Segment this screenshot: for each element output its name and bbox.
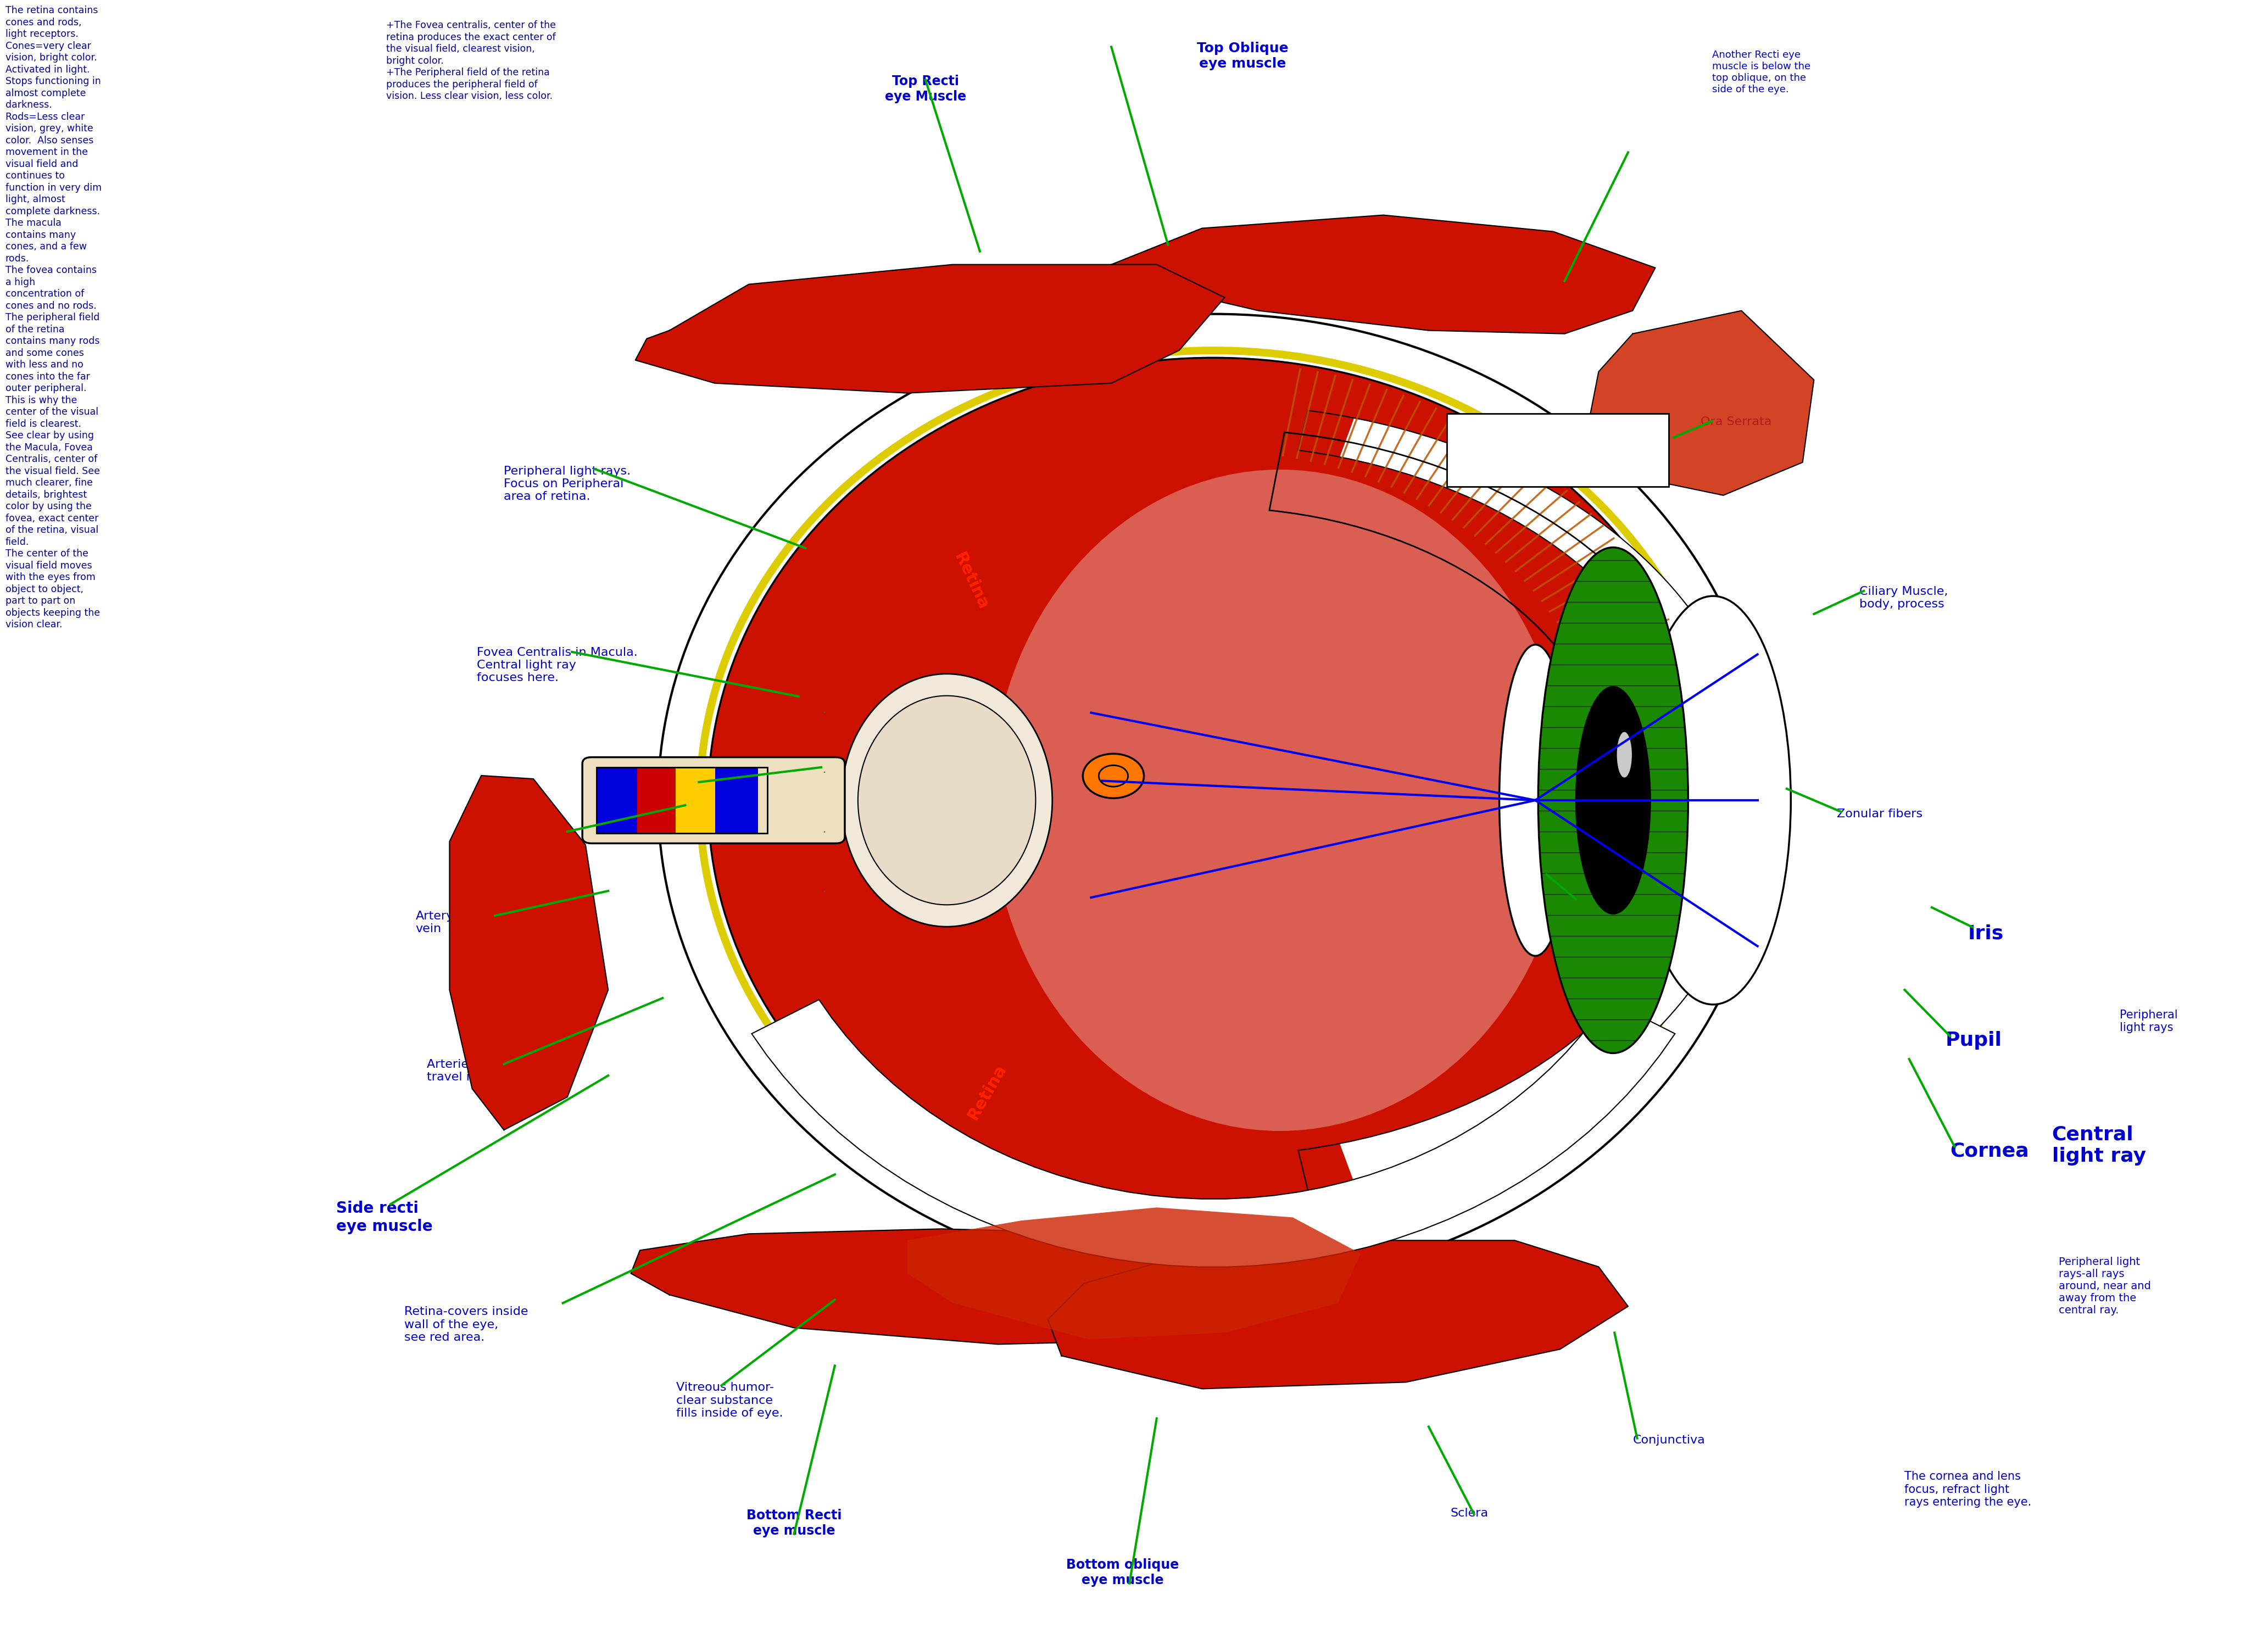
Bar [596,767,767,833]
Wedge shape [1340,417,1758,1183]
Text: Peripheral
light rays: Peripheral light rays [2121,1010,2177,1033]
Text: Lens: Lens [1569,894,1597,906]
Bar [596,767,640,833]
Polygon shape [449,775,608,1130]
Text: Peripheral light rays.
Focus on Peripheral
area of retina.: Peripheral light rays. Focus on Peripher… [503,465,631,502]
Text: Ora Serrata: Ora Serrata [1701,416,1771,427]
Text: Another Recti eye
muscle is below the
top oblique, on the
side of the eye.: Another Recti eye muscle is below the to… [1712,49,1810,94]
Text: Retina: Retina [964,1061,1009,1122]
Text: Fovea Centralis in Macula.
Central light ray
focuses here.: Fovea Centralis in Macula. Central light… [476,647,637,683]
Text: Bottom oblique
eye muscle: Bottom oblique eye muscle [1066,1558,1179,1587]
Text: Sclera: Sclera [1452,1508,1488,1518]
Text: Top Oblique
eye muscle: Top Oblique eye muscle [1198,41,1288,71]
Text: Retina: Retina [950,549,991,612]
Text: Zonular fibers: Zonular fibers [1837,808,1923,820]
Ellipse shape [1635,596,1792,1005]
Text: The retina contains
cones and rods,
light receptors.
Cones=very clear
vision, br: The retina contains cones and rods, ligh… [5,5,102,630]
Text: The cornea and lens
focus, refract light
rays entering the eye.: The cornea and lens focus, refract light… [1905,1472,2032,1508]
Text: Iris: Iris [1969,924,2005,942]
Ellipse shape [1617,733,1633,777]
Ellipse shape [991,470,1569,1130]
Text: Artery,
vein: Artery, vein [415,911,458,934]
Polygon shape [635,264,1225,393]
Bar [676,767,719,833]
Ellipse shape [841,673,1052,927]
Text: Peripheral light
rays-all rays
around, near and
away from the
central ray.: Peripheral light rays-all rays around, n… [2059,1257,2150,1315]
Text: Top Recti
eye Muscle: Top Recti eye Muscle [885,74,966,104]
Text: Pupil: Pupil [1946,1031,2003,1049]
FancyBboxPatch shape [1447,414,1669,487]
Text: Ciliary Muscle,
body, process: Ciliary Muscle, body, process [1860,586,1948,610]
Polygon shape [751,1000,1676,1267]
Text: Retina-covers inside
wall of the eye,
see red area.: Retina-covers inside wall of the eye, se… [404,1307,528,1343]
Bar [714,767,758,833]
Text: Optic Disc,
Blind spot: Optic Disc, Blind spot [646,779,712,802]
Ellipse shape [1538,548,1687,1053]
Text: Arteries, veins
travel into eye: Arteries, veins travel into eye [426,1059,515,1082]
FancyBboxPatch shape [583,757,844,843]
Ellipse shape [708,358,1719,1242]
Ellipse shape [1499,645,1572,955]
Polygon shape [1048,1241,1628,1389]
Text: Conjunctiva: Conjunctiva [1633,1436,1706,1445]
Polygon shape [1588,310,1814,495]
Text: +The Fovea centralis, center of the
retina produces the exact center of
the visu: +The Fovea centralis, center of the reti… [386,20,556,101]
Bar [637,767,680,833]
Text: Bottom Recti
eye muscle: Bottom Recti eye muscle [746,1508,841,1538]
Text: Central
light ray: Central light ray [2053,1125,2146,1165]
Text: Side recti
eye muscle: Side recti eye muscle [336,1201,433,1234]
Ellipse shape [857,696,1036,904]
Polygon shape [631,1229,1259,1345]
Polygon shape [907,1208,1361,1340]
Circle shape [1082,754,1143,799]
Polygon shape [1100,214,1656,333]
Ellipse shape [658,314,1769,1287]
Ellipse shape [1576,686,1651,914]
Text: Optic
Nerve: Optic Nerve [494,828,531,851]
Text: Vitreous humor-
clear substance
fills inside of eye.: Vitreous humor- clear substance fills in… [676,1383,782,1419]
Text: Cornea: Cornea [1950,1142,2030,1160]
